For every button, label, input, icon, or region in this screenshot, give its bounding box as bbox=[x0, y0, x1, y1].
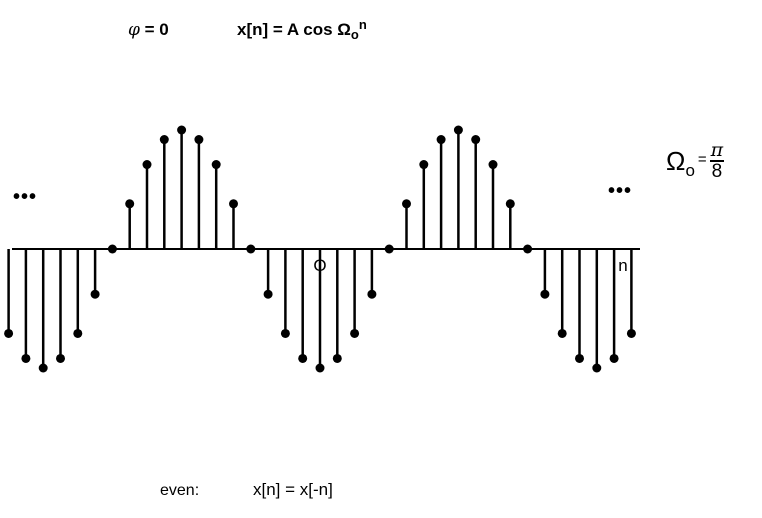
stem-point bbox=[609, 353, 619, 363]
stem-point bbox=[453, 125, 463, 135]
stem-point bbox=[263, 289, 273, 299]
stem-point bbox=[540, 289, 550, 299]
fraction-denominator: 8 bbox=[711, 161, 723, 182]
stem-point bbox=[90, 289, 100, 299]
stem-point bbox=[557, 328, 567, 338]
stem-point bbox=[107, 244, 117, 254]
stem-point bbox=[177, 125, 187, 135]
stem-point bbox=[211, 160, 221, 170]
continuation-right: ••• bbox=[608, 180, 632, 202]
equation-superscript: n bbox=[358, 17, 367, 32]
phi-symbol: φ bbox=[128, 20, 140, 40]
stem-point bbox=[505, 199, 515, 209]
omega-subscript: o bbox=[685, 160, 695, 180]
stem-point bbox=[367, 289, 377, 299]
frequency-equals: = bbox=[697, 150, 707, 168]
stem-point bbox=[592, 363, 602, 373]
stem-point bbox=[246, 244, 256, 254]
stem-point bbox=[194, 135, 204, 145]
stem-point bbox=[280, 328, 290, 338]
stem-point bbox=[471, 135, 481, 145]
phase-label: φ = 0 bbox=[128, 20, 169, 40]
stem-point bbox=[21, 353, 31, 363]
stem-point bbox=[332, 353, 342, 363]
stem-point bbox=[436, 135, 446, 145]
fraction-numerator: π bbox=[709, 139, 725, 162]
symmetry-label: even: bbox=[160, 482, 200, 499]
origin-label: O bbox=[313, 256, 326, 275]
signal-equation: x[n] = A cos Ωon bbox=[237, 17, 367, 42]
stem-point bbox=[56, 353, 65, 363]
stem-point bbox=[575, 353, 584, 363]
stem-point bbox=[159, 135, 169, 145]
stem-point bbox=[419, 160, 429, 170]
stem-point bbox=[229, 199, 238, 209]
phi-value: = 0 bbox=[144, 20, 169, 39]
stem-point bbox=[488, 160, 498, 170]
stem-point bbox=[402, 199, 411, 209]
x-axis-label: n bbox=[618, 256, 627, 275]
stem-point bbox=[298, 353, 308, 363]
stem-point bbox=[38, 363, 48, 373]
stem-point bbox=[315, 363, 325, 373]
equation-subscript: o bbox=[350, 27, 359, 42]
continuation-left: ••• bbox=[13, 186, 37, 208]
equation-main: x[n] = A cos Ω bbox=[237, 20, 351, 39]
stem-point bbox=[4, 328, 14, 338]
stem-point bbox=[626, 328, 636, 338]
stem-point bbox=[142, 160, 152, 170]
stem-point bbox=[350, 328, 360, 338]
stem-point bbox=[125, 199, 135, 209]
symmetry-equation: x[n] = x[-n] bbox=[253, 480, 333, 499]
stem-point bbox=[384, 244, 394, 254]
stem-point bbox=[73, 328, 83, 338]
stem-point bbox=[523, 244, 533, 254]
frequency-label: Ωo= π 8 bbox=[666, 139, 725, 184]
omega-symbol: Ω bbox=[666, 145, 686, 176]
